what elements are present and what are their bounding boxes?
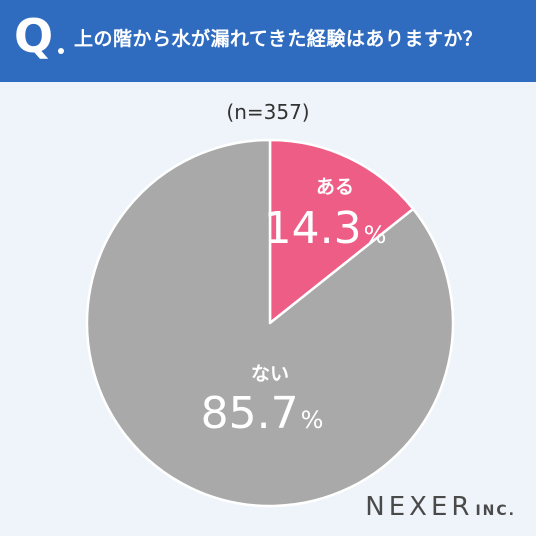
slice-value-nai: 85.7% [201,388,324,439]
slice-label-nai: ない [251,363,289,385]
question-text: 上の階から水が漏れてきた経験はありますか？ [74,28,483,50]
logo-suffix: INC. [475,503,516,519]
pie-slice-aru [268,138,415,325]
slice-value-aru: 14.3% [264,203,387,254]
q-dot [58,48,64,54]
header-bar: Q 上の階から水が漏れてきた経験はありますか？ [0,0,536,82]
logo-name: NEXER [365,492,474,522]
sample-size: (n=357) [226,100,310,124]
pie-slice-nai [85,138,455,508]
slice-label-aru: ある [316,176,354,198]
q-mark: Q [14,9,54,63]
nexer-logo: NEXER INC. [365,492,516,522]
